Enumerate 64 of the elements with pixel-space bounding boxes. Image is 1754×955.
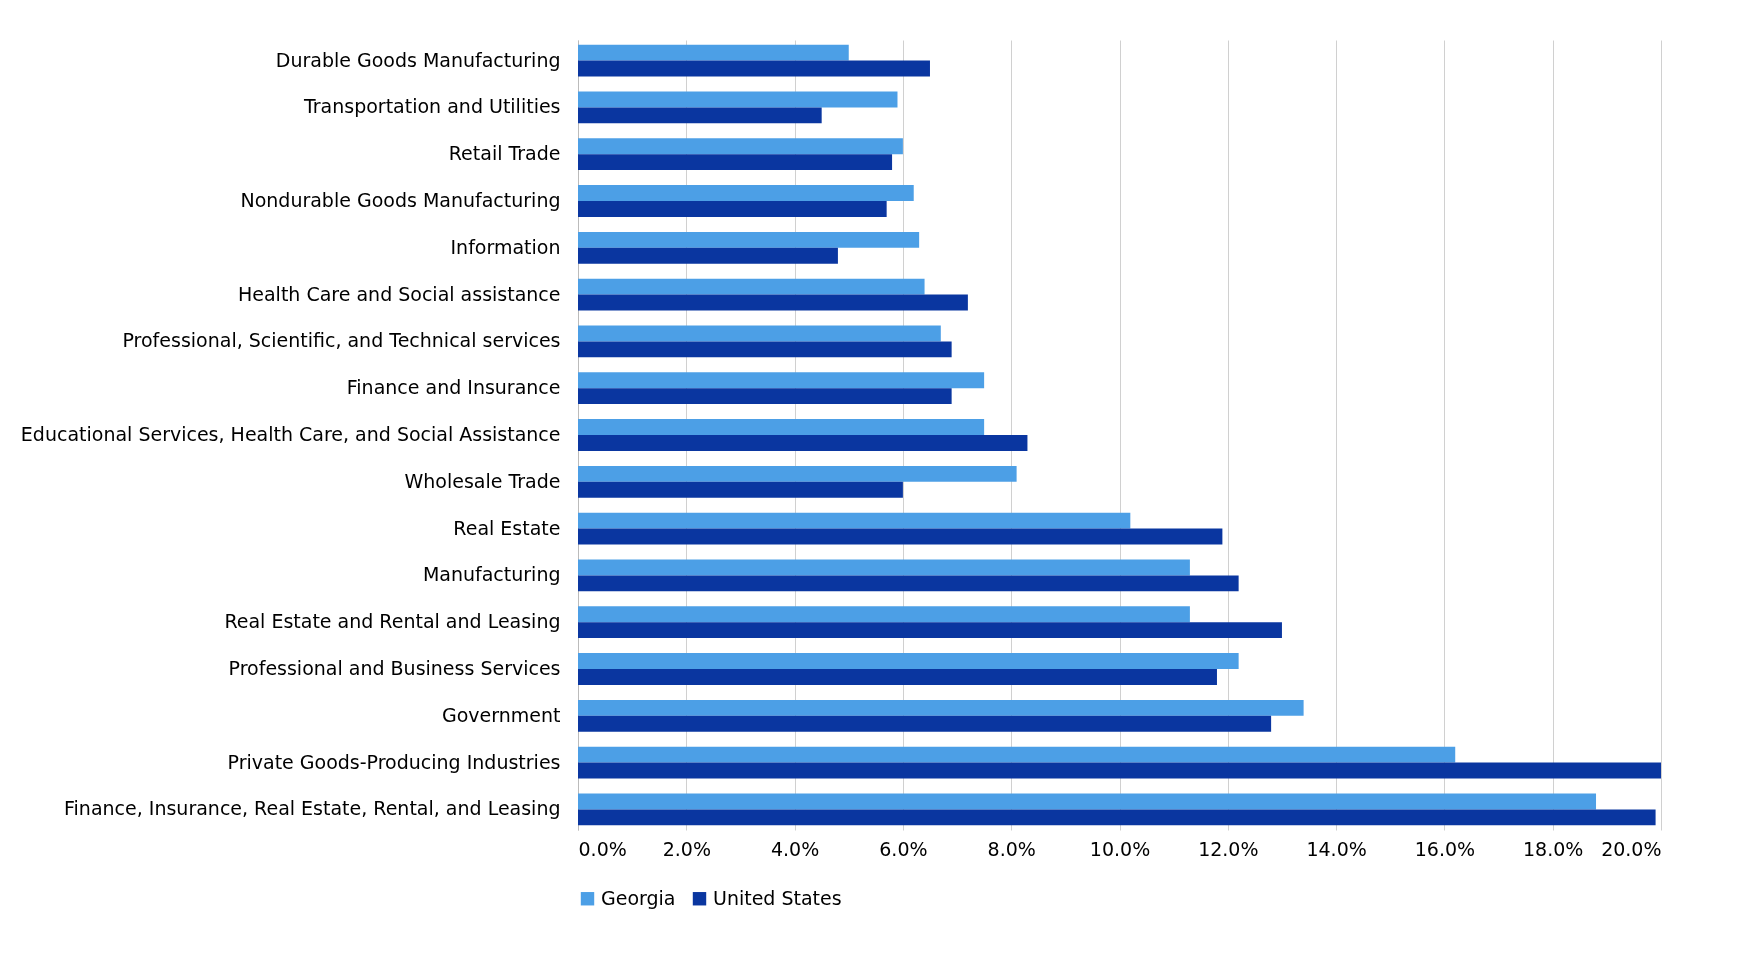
y-tick-label: Retail Trade xyxy=(448,142,561,165)
bar xyxy=(578,341,952,358)
bar xyxy=(578,278,925,295)
bar xyxy=(578,465,1017,482)
y-tick-label: Durable Goods Manufacturing xyxy=(275,48,561,71)
x-tick-label: 6.0% xyxy=(879,837,928,860)
bar xyxy=(578,793,1597,810)
x-tick-label: 18.0% xyxy=(1523,837,1584,860)
bar xyxy=(578,294,968,311)
x-tick-label: 16.0% xyxy=(1414,837,1476,860)
bar xyxy=(578,60,930,77)
bar xyxy=(578,653,1239,669)
bar xyxy=(578,606,1190,623)
bar xyxy=(578,622,1282,639)
legend-label: Georgia xyxy=(601,886,676,909)
bar xyxy=(578,247,838,264)
bar xyxy=(578,201,887,217)
y-tick-label: Private Goods-Producing Industries xyxy=(227,750,561,773)
x-tick-label: 12.0% xyxy=(1198,837,1259,860)
bar xyxy=(578,762,1661,779)
y-tick-label: Professional, Scientific, and Technical services xyxy=(122,329,561,352)
bar xyxy=(578,325,941,342)
y-tick-label: Wholesale Trade xyxy=(404,469,561,492)
bar xyxy=(578,575,1239,592)
bar xyxy=(578,715,1272,732)
bar xyxy=(578,138,903,155)
y-tick-label: Manufacturing xyxy=(422,563,561,586)
bar xyxy=(578,481,903,498)
y-tick-label: Government xyxy=(442,703,561,726)
x-tick-label: 14.0% xyxy=(1306,837,1367,860)
y-tick-label: Nondurable Goods Manufacturing xyxy=(240,189,561,211)
x-tick-label: 2.0% xyxy=(662,837,711,860)
bar xyxy=(578,419,985,435)
bar xyxy=(578,435,1028,451)
x-tick-label: 8.0% xyxy=(987,837,1036,860)
bar xyxy=(578,185,914,201)
bar xyxy=(578,91,898,108)
bar xyxy=(578,559,1190,576)
y-tick-label: Finance, Insurance, Real Estate, Rental, and Leasing xyxy=(64,797,561,820)
bar xyxy=(578,107,822,124)
y-tick-label: Real Estate xyxy=(453,516,561,539)
bar xyxy=(578,231,920,248)
y-tick-label: Professional and Business Services xyxy=(228,657,561,679)
legend-label: United States xyxy=(713,886,842,909)
x-tick-label: 10.0% xyxy=(1089,837,1151,860)
bar xyxy=(578,746,1456,763)
bar xyxy=(578,44,849,61)
y-tick-label: Educational Services, Health Care, and Social Assistance xyxy=(20,423,561,445)
y-tick-label: Transportation and Utilities xyxy=(302,95,561,118)
bar xyxy=(578,528,1223,545)
x-tick-label: 20.0% xyxy=(1601,837,1662,860)
y-tick-label: Finance and Insurance xyxy=(346,376,561,399)
y-tick-label: Health Care and Social assistance xyxy=(237,282,561,305)
bar xyxy=(578,154,893,171)
x-tick-label: 0.0% xyxy=(578,837,627,860)
bar xyxy=(578,809,1656,826)
bar xyxy=(578,388,952,405)
bar xyxy=(578,512,1131,529)
bar xyxy=(578,372,985,389)
y-tick-label: Real Estate and Rental and Leasing xyxy=(224,610,561,633)
x-tick-label: 4.0% xyxy=(770,837,820,860)
bar xyxy=(578,699,1304,716)
y-tick-label: Information xyxy=(450,235,561,258)
bar xyxy=(578,669,1217,685)
